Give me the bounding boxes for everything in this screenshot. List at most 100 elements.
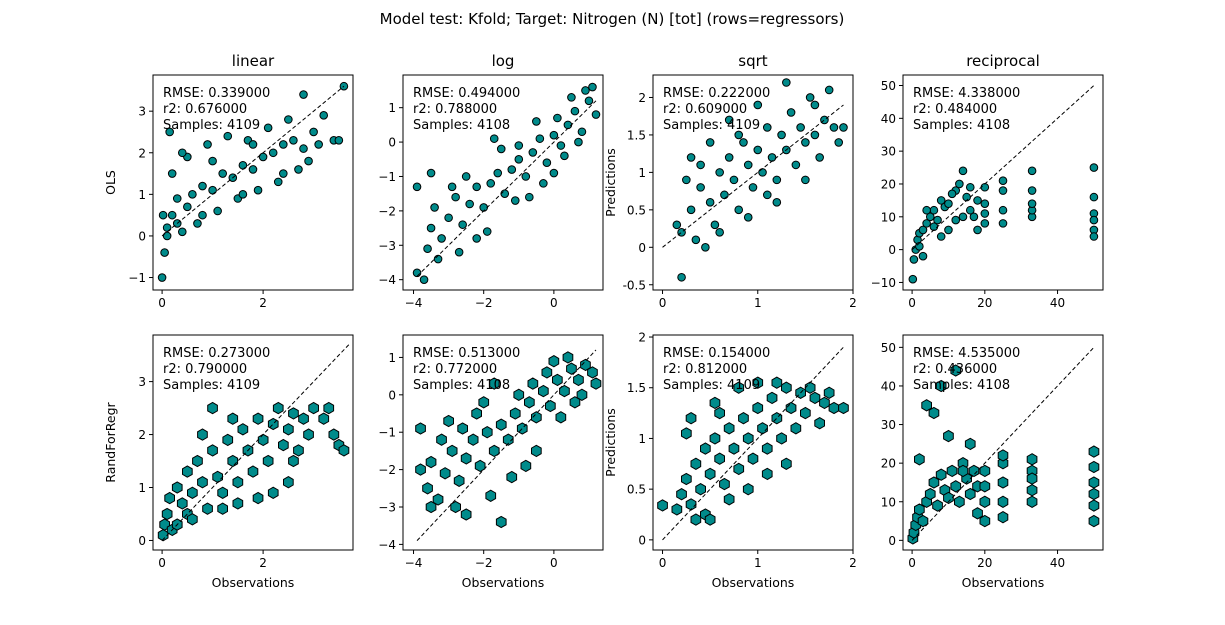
data-point (785, 401, 797, 415)
data-point (278, 438, 289, 452)
data-point (539, 179, 548, 188)
x-tick-label: 20 (977, 296, 992, 310)
data-point (238, 160, 248, 170)
data-point (423, 244, 432, 254)
stat-samples: Samples: 4108 (413, 118, 510, 133)
data-point (786, 108, 796, 117)
data-point (672, 220, 682, 230)
data-point (437, 234, 446, 243)
data-point (705, 198, 715, 207)
identity-line (416, 349, 597, 541)
data-point (950, 364, 962, 377)
data-point (520, 459, 532, 473)
data-point (273, 177, 283, 187)
data-point (415, 422, 426, 435)
x-tick-label: 0 (908, 556, 916, 570)
data-point (161, 507, 173, 521)
data-point (263, 123, 273, 133)
data-point (412, 268, 422, 278)
y-tick-label: 2 (138, 428, 146, 442)
subplot-title: log (492, 52, 515, 70)
data-point (176, 497, 188, 510)
data-point (772, 198, 782, 207)
data-point (581, 86, 590, 95)
data-point (1089, 232, 1099, 241)
data-point (823, 386, 835, 399)
data-point (979, 464, 991, 478)
y-tick-label: 0 (888, 534, 896, 548)
data-point (800, 406, 811, 420)
data-point (252, 412, 264, 425)
y-tick-label: 1 (138, 188, 146, 202)
data-point (752, 401, 764, 415)
data-point (1027, 166, 1037, 176)
data-point (965, 182, 975, 192)
data-point (309, 127, 318, 137)
data-point (454, 247, 464, 257)
data-point (567, 93, 576, 102)
data-point (715, 228, 724, 237)
data-point (531, 411, 542, 424)
y-axis-label: OLS (103, 170, 118, 195)
data-point (933, 215, 942, 225)
data-point (314, 140, 323, 149)
data-point (914, 503, 925, 516)
data-point (968, 464, 980, 478)
data-point (222, 433, 234, 447)
data-point (283, 423, 294, 436)
data-point (964, 487, 976, 501)
data-point (202, 502, 213, 515)
identity-line (662, 346, 844, 541)
subplot: sqrt 0 1 2 -0.5 0 0.5 1 1.5 2 Predictions RMSE: 0.2… (603, 52, 857, 310)
data-point (328, 428, 340, 441)
data-point (936, 232, 946, 241)
data-point (198, 181, 207, 191)
subplot-title: reciprocal (966, 52, 1040, 70)
data-point (762, 123, 772, 132)
data-point (805, 93, 815, 102)
data-point (1089, 192, 1099, 202)
data-point (810, 130, 820, 140)
stat-samples: Samples: 4109 (163, 118, 260, 133)
data-point (954, 495, 965, 508)
data-point (1088, 499, 1100, 512)
data-point (739, 138, 748, 147)
data-point (422, 482, 433, 495)
data-point (472, 234, 481, 243)
data-point (997, 495, 1009, 508)
data-point (288, 407, 299, 420)
data-point (268, 148, 278, 158)
data-point (450, 500, 461, 514)
x-tick-label: 40 (1050, 296, 1065, 310)
data-point (237, 423, 249, 436)
data-point (192, 454, 203, 468)
stat-r2: r2: 0.772000 (413, 362, 497, 377)
data-point (964, 437, 976, 451)
stat-samples: Samples: 4108 (913, 118, 1010, 133)
data-point (197, 476, 208, 489)
data-point (569, 396, 581, 409)
x-tick-label: 20 (977, 556, 992, 570)
data-point (922, 205, 931, 215)
data-point (714, 452, 725, 465)
y-tick-label: 1 (388, 101, 396, 115)
data-point (549, 130, 559, 140)
y-tick-label: 3 (138, 375, 146, 389)
y-tick-label: −3 (378, 501, 396, 515)
data-point (443, 414, 454, 428)
data-point (724, 115, 734, 125)
data-point (700, 442, 711, 455)
data-point (796, 123, 805, 132)
y-tick-label: 2 (638, 331, 646, 345)
data-point (914, 453, 925, 466)
data-point (566, 362, 577, 375)
data-point (478, 396, 490, 409)
data-point (724, 153, 734, 162)
data-point (925, 212, 935, 222)
data-point (958, 166, 968, 176)
data-point (997, 511, 1009, 524)
data-point (681, 472, 692, 486)
data-point (412, 182, 422, 192)
